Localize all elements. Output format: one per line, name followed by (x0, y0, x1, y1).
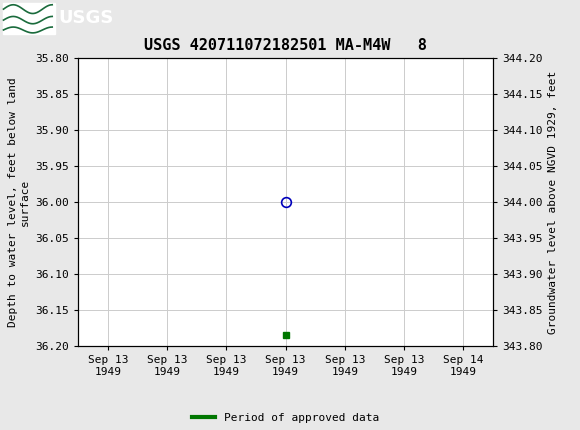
Text: USGS: USGS (58, 9, 113, 27)
Legend: Period of approved data: Period of approved data (188, 408, 383, 427)
FancyBboxPatch shape (3, 3, 55, 34)
Y-axis label: Depth to water level, feet below land
surface: Depth to water level, feet below land su… (8, 77, 30, 327)
Y-axis label: Groundwater level above NGVD 1929, feet: Groundwater level above NGVD 1929, feet (548, 71, 558, 334)
Title: USGS 420711072182501 MA-M4W   8: USGS 420711072182501 MA-M4W 8 (144, 38, 427, 53)
